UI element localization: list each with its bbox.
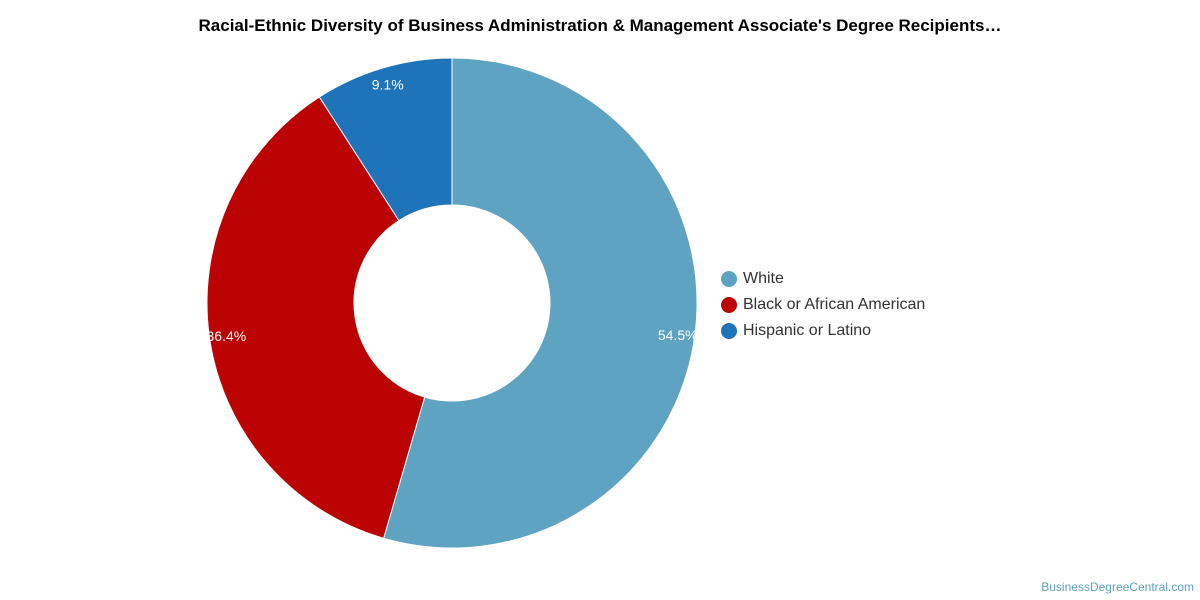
legend-swatch xyxy=(721,323,737,339)
chart-title: Racial-Ethnic Diversity of Business Admi… xyxy=(198,16,1002,35)
slice-label: 54.5% xyxy=(658,327,698,343)
legend: White Black or African American Hispanic o… xyxy=(721,266,925,344)
slice-black-or-african-american[interactable] xyxy=(206,96,426,539)
slice-hispanic-or-latino[interactable] xyxy=(318,57,453,222)
legend-item[interactable]: Black or African American xyxy=(721,292,925,318)
legend-label: White xyxy=(743,270,784,287)
legend-swatch xyxy=(721,297,737,313)
slice-label: 36.4% xyxy=(207,328,247,344)
slice-label: 9.1% xyxy=(372,76,404,92)
legend-label: Hispanic or Latino xyxy=(743,322,872,339)
slice-white[interactable] xyxy=(383,57,698,549)
legend-swatch xyxy=(721,271,737,287)
legend-item[interactable]: White xyxy=(721,266,925,292)
legend-item[interactable]: Hispanic or Latino xyxy=(721,318,925,344)
source-credit[interactable]: BusinessDegreeCentral.com xyxy=(1041,580,1194,594)
legend-label: Black or African American xyxy=(743,296,926,313)
